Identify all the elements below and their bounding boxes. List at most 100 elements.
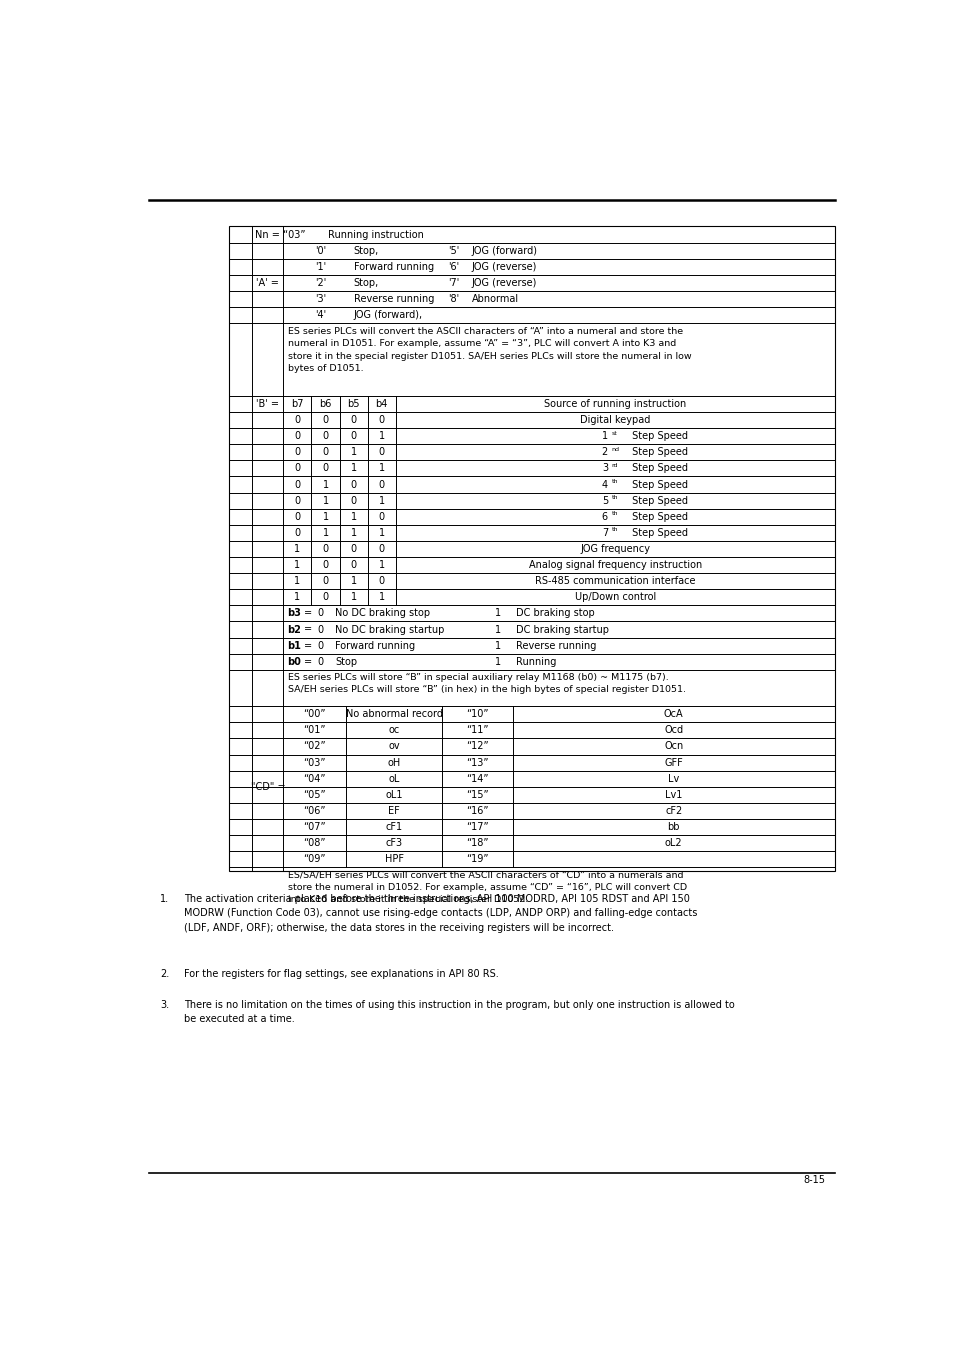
Text: The activation criteria placed before the three instructions, API 100 MODRD, API: The activation criteria placed before th… (184, 894, 697, 933)
Text: 1: 1 (495, 656, 500, 667)
Text: Running instruction: Running instruction (328, 230, 423, 239)
Text: Forward running: Forward running (335, 641, 415, 651)
Text: oL: oL (388, 774, 399, 784)
Text: b3: b3 (287, 609, 300, 618)
Text: ov: ov (388, 741, 399, 752)
Text: Step Speed: Step Speed (628, 528, 687, 537)
Text: JOG (reverse): JOG (reverse) (472, 278, 537, 288)
Text: DC braking startup: DC braking startup (516, 625, 609, 634)
Text: “07”: “07” (303, 822, 326, 832)
Text: “14”: “14” (466, 774, 488, 784)
Text: 2.: 2. (160, 969, 169, 979)
Text: 0: 0 (294, 479, 300, 490)
Text: Ocn: Ocn (663, 741, 682, 752)
Text: b7: b7 (291, 400, 303, 409)
Text: 0: 0 (378, 544, 384, 554)
Text: ES/SA/EH series PLCs will convert the ASCII characters of “CD” into a numerals a: ES/SA/EH series PLCs will convert the AS… (288, 871, 686, 903)
Text: “15”: “15” (466, 790, 488, 799)
Text: 'A' =: 'A' = (256, 278, 279, 288)
Text: 3: 3 (601, 463, 607, 474)
Text: =: = (303, 641, 312, 651)
Text: Step Speed: Step Speed (628, 479, 687, 490)
Text: “02”: “02” (303, 741, 326, 752)
Text: Abnormal: Abnormal (472, 294, 518, 304)
Text: Analog signal frequency instruction: Analog signal frequency instruction (528, 560, 701, 570)
Text: “00”: “00” (303, 709, 326, 720)
Text: 0: 0 (322, 414, 328, 425)
Text: 0: 0 (294, 463, 300, 474)
Text: Source of running instruction: Source of running instruction (543, 400, 686, 409)
Text: Digital keypad: Digital keypad (579, 414, 650, 425)
Text: 1: 1 (378, 431, 384, 441)
Text: HPF: HPF (384, 855, 403, 864)
Text: th: th (611, 512, 618, 516)
Text: Stop,: Stop, (354, 246, 378, 255)
Text: cF3: cF3 (385, 838, 402, 848)
Text: Up/Down control: Up/Down control (574, 593, 656, 602)
Text: 0: 0 (294, 528, 300, 537)
Text: '4': '4' (314, 310, 326, 320)
Text: 1: 1 (322, 512, 328, 521)
Text: 1: 1 (378, 463, 384, 474)
Text: 0: 0 (350, 431, 356, 441)
Text: =: = (303, 609, 312, 618)
Text: oL1: oL1 (385, 790, 402, 799)
Text: There is no limitation on the times of using this instruction in the program, bu: There is no limitation on the times of u… (184, 1000, 735, 1025)
Text: JOG frequency: JOG frequency (579, 544, 650, 554)
Text: Nn = “03”: Nn = “03” (255, 230, 306, 239)
Text: “08”: “08” (303, 838, 326, 848)
Text: 0: 0 (294, 495, 300, 506)
Text: EF: EF (388, 806, 399, 815)
Text: Reverse running: Reverse running (516, 641, 596, 651)
Text: 1: 1 (350, 576, 356, 586)
Text: 1: 1 (495, 641, 500, 651)
Text: “04”: “04” (303, 774, 326, 784)
Text: 4: 4 (601, 479, 607, 490)
Text: 1: 1 (350, 528, 356, 537)
Text: “11”: “11” (466, 725, 488, 736)
Text: 1: 1 (495, 625, 500, 634)
Bar (229, 227, 834, 871)
Text: “05”: “05” (303, 790, 326, 799)
Text: “01”: “01” (303, 725, 326, 736)
Text: DC braking stop: DC braking stop (516, 609, 595, 618)
Text: JOG (forward): JOG (forward) (472, 246, 537, 255)
Text: “18”: “18” (466, 838, 488, 848)
Text: =: = (303, 656, 312, 667)
Text: Step Speed: Step Speed (628, 431, 687, 441)
Text: 1: 1 (378, 593, 384, 602)
Text: 5: 5 (601, 495, 607, 506)
Text: OcA: OcA (663, 709, 683, 720)
Text: '1': '1' (314, 262, 326, 271)
Text: Step Speed: Step Speed (628, 463, 687, 474)
Text: oH: oH (387, 757, 400, 768)
Text: 0: 0 (378, 479, 384, 490)
Text: b2: b2 (287, 625, 300, 634)
Text: 0: 0 (317, 625, 323, 634)
Text: =: = (303, 625, 312, 634)
Text: 8-15: 8-15 (802, 1174, 824, 1185)
Text: GFF: GFF (663, 757, 682, 768)
Text: bb: bb (667, 822, 679, 832)
Text: 0: 0 (294, 431, 300, 441)
Text: 1: 1 (294, 593, 300, 602)
Text: 0: 0 (350, 495, 356, 506)
Text: 1: 1 (350, 463, 356, 474)
Text: b0: b0 (287, 656, 300, 667)
Text: 1: 1 (350, 447, 356, 458)
Text: 3.: 3. (160, 1000, 169, 1010)
Text: Stop,: Stop, (354, 278, 378, 288)
Text: Ocd: Ocd (663, 725, 682, 736)
Text: b5: b5 (347, 400, 359, 409)
Text: '7': '7' (447, 278, 458, 288)
Text: 1: 1 (350, 593, 356, 602)
Text: Reverse running: Reverse running (354, 294, 434, 304)
Text: rd: rd (611, 463, 618, 467)
Text: b6: b6 (319, 400, 332, 409)
Text: th: th (611, 495, 618, 500)
Text: cF1: cF1 (385, 822, 402, 832)
Text: 1: 1 (601, 431, 607, 441)
Text: JOG (forward),: JOG (forward), (354, 310, 422, 320)
Text: '8': '8' (447, 294, 458, 304)
Text: Step Speed: Step Speed (628, 447, 687, 458)
